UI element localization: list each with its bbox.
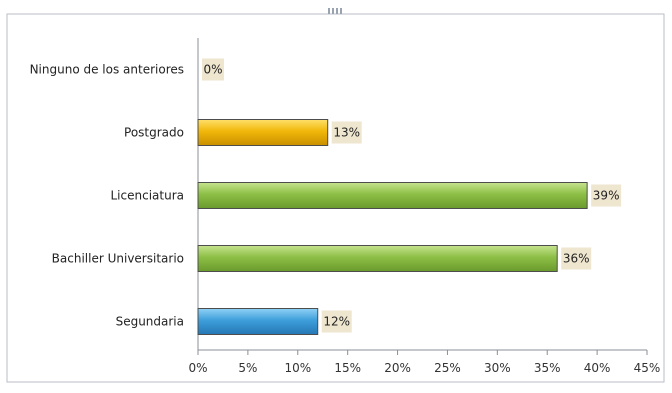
x-tick-label: 40% <box>584 361 611 375</box>
y-tick-label: Licenciatura <box>111 189 185 203</box>
resize-grip-icon[interactable] <box>328 8 344 14</box>
bar <box>197 308 319 335</box>
x-tick-label: 45% <box>634 361 661 375</box>
y-tick-label: Segundaria <box>116 315 184 329</box>
y-tick-label: Postgrado <box>124 126 184 140</box>
bar <box>197 245 558 272</box>
data-label: 36% <box>563 252 590 266</box>
data-label: 39% <box>593 189 620 203</box>
x-tick-label: 25% <box>434 361 461 375</box>
x-tick-label: 5% <box>238 361 257 375</box>
x-tick-label: 30% <box>484 361 511 375</box>
x-tick-label: 20% <box>384 361 411 375</box>
data-label: 13% <box>333 126 360 140</box>
data-label-box <box>321 310 352 333</box>
x-tick-label: 10% <box>284 361 311 375</box>
y-tick-label: Ninguno de los anteriores <box>30 63 184 77</box>
data-label: 0% <box>203 63 222 77</box>
bar <box>197 119 329 146</box>
data-label-box <box>331 121 362 144</box>
x-tick-label: 35% <box>534 361 561 375</box>
data-label-box <box>202 58 224 81</box>
data-label-box <box>561 247 592 270</box>
data-label-box <box>591 184 622 207</box>
data-label: 12% <box>323 315 350 329</box>
bar <box>197 182 588 209</box>
x-tick-label: 15% <box>334 361 361 375</box>
y-tick-label: Bachiller Universitario <box>52 252 184 266</box>
x-tick-label: 0% <box>188 361 207 375</box>
